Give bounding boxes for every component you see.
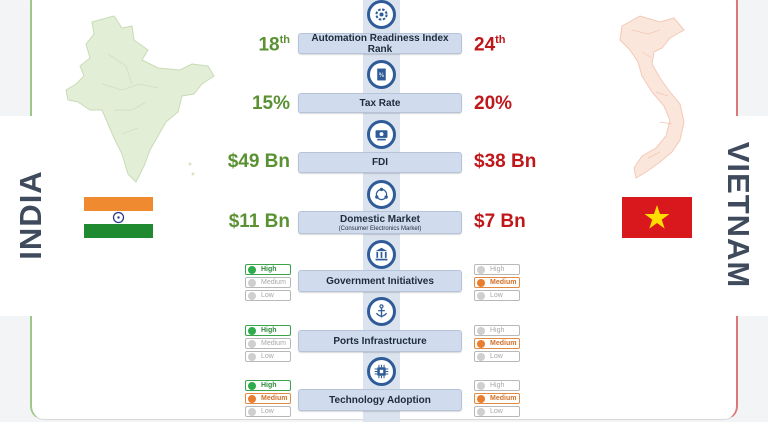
government-building-icon <box>367 240 396 269</box>
vietnam-government-medium: Medium <box>474 277 520 288</box>
vietnam-automation-rank-value: 24 <box>474 34 496 56</box>
level-label: Low <box>261 292 274 299</box>
level-dot <box>477 339 485 348</box>
level-label: Low <box>261 353 274 360</box>
level-label: High <box>490 327 505 334</box>
metric-label: Domestic Market <box>339 213 421 225</box>
left-label-band <box>0 116 62 316</box>
level-label: Medium <box>490 340 517 347</box>
metric-label: Ports Infrastructure <box>333 335 427 347</box>
level-label: Low <box>261 408 274 415</box>
level-dot <box>248 265 256 274</box>
level-dot <box>477 407 485 416</box>
vietnam-technology-low: Low <box>474 406 520 417</box>
vietnam-automation-rank: 24th <box>474 34 506 56</box>
svg-text:%: % <box>379 72 385 79</box>
metric-label: FDI <box>371 157 389 168</box>
gear-icon <box>367 0 396 29</box>
vietnam-fdi: $38 Bn <box>474 151 537 172</box>
country-label-india: INDIA <box>13 170 48 260</box>
level-label: Low <box>490 408 503 415</box>
tax-document-icon: % <box>367 60 396 89</box>
metric-label: Automation Readiness Index Rank <box>311 32 449 55</box>
level-label: High <box>261 327 277 334</box>
vietnam-automation-rank-suffix: th <box>495 34 506 46</box>
network-icon <box>367 180 396 209</box>
vietnam-map <box>619 15 685 179</box>
level-label: High <box>261 382 277 389</box>
vietnam-ports-medium: Medium <box>474 338 520 349</box>
india-ports-low: Low <box>245 351 291 362</box>
level-label: High <box>490 382 505 389</box>
india-map <box>65 15 215 183</box>
vietnam-technology-medium: Medium <box>474 393 520 404</box>
level-label: Low <box>490 292 503 299</box>
technology-chip-icon <box>367 357 396 386</box>
level-dot <box>248 278 256 287</box>
country-label-vietnam: VIETNAM <box>721 141 756 289</box>
level-dot <box>248 394 256 403</box>
metric-government-initiatives: Government Initiatives <box>298 270 462 292</box>
metric-label: Technology Adoption <box>329 394 431 406</box>
metric-ports-infrastructure: Ports Infrastructure <box>298 330 462 352</box>
vietnam-government-low: Low <box>474 290 520 301</box>
india-automation-rank-value: 18 <box>258 34 280 56</box>
level-label: Medium <box>261 395 288 402</box>
level-dot <box>477 278 485 287</box>
level-dot <box>477 381 485 390</box>
india-government-high: High <box>245 264 291 275</box>
level-dot <box>477 394 485 403</box>
level-dot <box>477 326 485 335</box>
metric-label: Tax Rate <box>359 97 401 109</box>
right-label-band <box>708 116 768 316</box>
india-tax-rate: 15% <box>251 93 290 114</box>
level-label: Medium <box>261 340 286 347</box>
india-government-low: Low <box>245 290 291 301</box>
level-label: High <box>261 266 277 273</box>
metric-technology-adoption: Technology Adoption <box>298 389 462 411</box>
india-automation-rank-suffix: th <box>279 34 290 46</box>
metric-automation-readiness: Automation Readiness Index Rank <box>298 32 462 55</box>
vietnam-government-high: High <box>474 264 520 275</box>
vietnam-flag <box>622 197 692 238</box>
level-dot <box>248 407 256 416</box>
metric-fdi: FDI <box>298 152 462 173</box>
metric-label: Government Initiatives <box>326 275 434 287</box>
india-domestic-market: $11 Bn <box>228 211 290 232</box>
india-technology-medium: Medium <box>245 393 291 404</box>
vietnam-ports-high: High <box>474 325 520 336</box>
india-technology-high: High <box>245 380 291 391</box>
india-automation-rank: 18th <box>258 34 290 56</box>
level-dot <box>248 352 256 361</box>
india-ports-medium: Medium <box>245 338 291 349</box>
level-dot <box>477 265 485 274</box>
india-technology-low: Low <box>245 406 291 417</box>
india-flag <box>84 197 153 238</box>
vietnam-domestic-market: $7 Bn <box>474 211 526 232</box>
level-dot <box>248 291 256 300</box>
level-dot <box>248 339 256 348</box>
metric-tax-rate: Tax Rate <box>298 93 462 113</box>
vietnam-technology-high: High <box>474 380 520 391</box>
level-label: High <box>490 266 505 273</box>
india-fdi: $49 Bn <box>227 151 290 172</box>
level-label: Medium <box>490 279 517 286</box>
level-label: Medium <box>490 395 517 402</box>
metric-sublabel: (Consumer Electronics Market) <box>338 225 422 232</box>
level-dot <box>477 291 485 300</box>
india-ports-high: High <box>245 325 291 336</box>
level-dot <box>248 326 256 335</box>
metric-domestic-market: Domestic Market (Consumer Electronics Ma… <box>298 211 462 234</box>
level-label: Low <box>490 353 503 360</box>
level-dot <box>248 381 256 390</box>
level-dot <box>477 352 485 361</box>
anchor-icon <box>367 297 396 326</box>
level-label: Medium <box>261 279 286 286</box>
vietnam-ports-low: Low <box>474 351 520 362</box>
india-government-medium: Medium <box>245 277 291 288</box>
money-icon <box>367 120 396 149</box>
vietnam-tax-rate: 20% <box>474 93 513 114</box>
